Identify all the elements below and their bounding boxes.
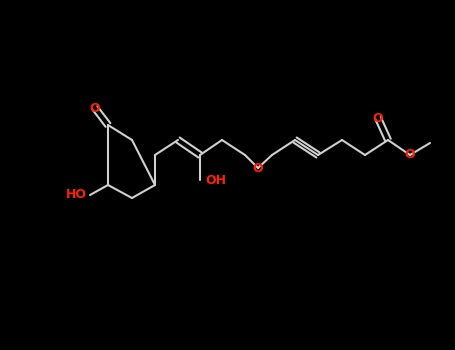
- Text: OH: OH: [205, 174, 226, 187]
- Text: O: O: [90, 102, 100, 114]
- Text: O: O: [373, 112, 383, 125]
- Text: O: O: [253, 161, 263, 175]
- Text: O: O: [404, 148, 415, 161]
- Text: HO: HO: [66, 189, 87, 202]
